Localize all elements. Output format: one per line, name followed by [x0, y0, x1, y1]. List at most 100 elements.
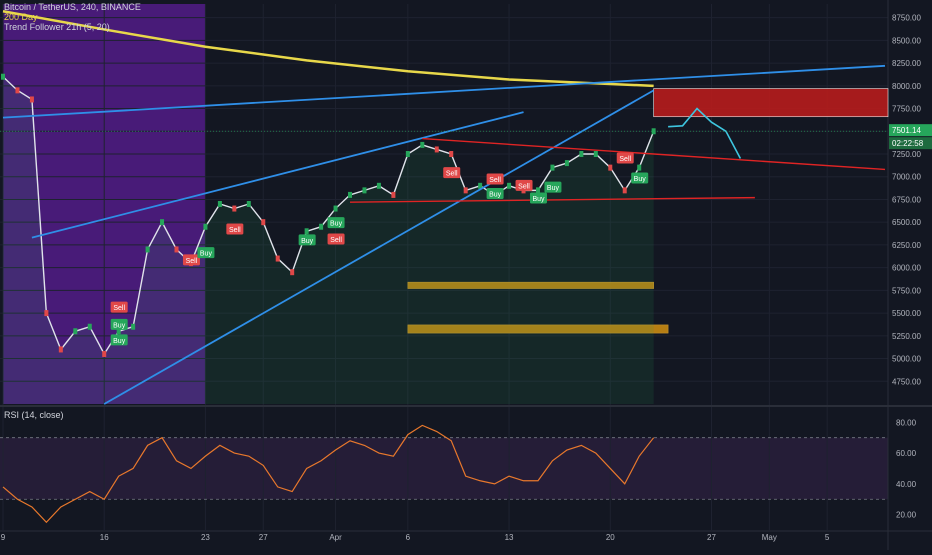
signal-label: Buy: [301, 238, 314, 245]
buy-signal-marker: [544, 181, 562, 193]
price-point: [174, 246, 179, 253]
buy-signal-marker: [486, 188, 504, 199]
sell-signal-marker: [486, 173, 504, 185]
price-point: [131, 323, 136, 330]
symbol-title: Bitcoin / TetherUS, 240, BINANCE: [4, 2, 141, 12]
buy-signal-marker: [529, 192, 547, 204]
time-tick-label: 20: [606, 533, 615, 542]
price-tick-label: 7250.00: [892, 150, 921, 159]
signal-label: Buy: [489, 192, 502, 199]
signal-label: Sell: [186, 258, 198, 265]
price-point: [348, 191, 353, 198]
price-tick-label: 6250.00: [892, 241, 921, 250]
price-point: [217, 201, 222, 207]
blue-trendline: [103, 89, 655, 405]
rsi-tick-label: 40.00: [896, 480, 917, 489]
price-point: [463, 187, 468, 194]
price-tick-label: 5500.00: [892, 309, 921, 318]
price-point: [507, 182, 512, 189]
buy-signal-marker: [110, 334, 128, 346]
chart-legend: Bitcoin / TetherUS, 240, BINANCE 200 Day…: [4, 2, 141, 32]
rsi-line: [2, 424, 655, 524]
signal-label: Sell: [619, 156, 631, 163]
support-zone: [407, 281, 654, 289]
price-tick-label: 6750.00: [892, 195, 921, 204]
price-point: [434, 146, 439, 153]
price-tick-label: 5000.00: [892, 355, 921, 364]
signal-label: Buy: [634, 176, 647, 183]
signal-label: Buy: [113, 322, 126, 329]
price-point: [304, 228, 309, 235]
ma-legend-label: 200 Day: [4, 12, 38, 22]
price-tick-label: 8250.00: [892, 59, 921, 68]
price-point: [232, 205, 237, 212]
signal-label: Sell: [518, 183, 530, 190]
price-point: [535, 187, 540, 194]
price-point: [319, 223, 324, 230]
buy-signal-marker: [327, 217, 345, 229]
price-point: [550, 164, 555, 171]
price-tick-label: 8750.00: [892, 14, 921, 23]
sell-signal-marker: [226, 223, 244, 235]
sell-signal-marker: [515, 179, 533, 191]
price-point: [102, 351, 107, 357]
price-point: [405, 151, 410, 157]
price-point: [637, 164, 642, 171]
sell-signal-marker: [327, 233, 345, 245]
price-point: [29, 96, 34, 103]
signal-label: Buy: [200, 251, 213, 258]
blue-trendline: [2, 64, 886, 119]
price-point: [73, 328, 78, 335]
price-tick-label: 8000.00: [892, 82, 921, 91]
price-point: [58, 346, 63, 353]
price-tick-label: 8500.00: [892, 36, 921, 45]
trend-follower-legend-label: Trend Follower 21h (5, 20): [4, 22, 110, 32]
price-point: [651, 128, 656, 135]
price-tick-label: 5250.00: [892, 332, 921, 341]
last-price-value: 7501.14: [892, 126, 921, 135]
signal-label: Sell: [489, 177, 501, 184]
red-trendline: [422, 137, 886, 171]
time-tick-label: 27: [259, 533, 268, 542]
time-tick-label: 9: [1, 533, 6, 542]
price-tick-label: 5750.00: [892, 286, 921, 295]
buy-signal-marker: [197, 247, 215, 259]
price-tick-label: 7750.00: [892, 105, 921, 114]
price-point: [275, 255, 280, 262]
price-point: [579, 151, 584, 157]
signal-label: Buy: [330, 221, 343, 228]
sell-signal-marker: [443, 167, 461, 179]
price-point: [391, 191, 396, 198]
price-point: [1, 73, 5, 80]
buy-signal-marker: [631, 172, 649, 184]
resistance-zone: [653, 88, 889, 118]
price-point: [44, 310, 49, 317]
time-tick-label: 13: [505, 533, 514, 542]
rsi-band: [0, 437, 888, 500]
blue-trendline: [31, 111, 524, 239]
rsi-tick-label: 80.00: [896, 418, 917, 427]
price-point: [261, 219, 266, 226]
price-point: [87, 323, 92, 330]
price-tick-label: 7000.00: [892, 173, 921, 182]
price-point: [564, 160, 569, 167]
signal-label: Buy: [113, 338, 126, 345]
countdown-value: 02:22:58: [892, 139, 924, 148]
price-point: [608, 164, 613, 171]
last-price-badge: [889, 124, 932, 137]
time-tick-label: Apr: [329, 533, 342, 542]
price-tick-label: 6500.00: [892, 218, 921, 227]
price-point: [333, 205, 338, 212]
price-point: [290, 269, 295, 276]
price-point: [15, 87, 20, 94]
price-point: [420, 141, 425, 148]
price-point: [449, 151, 454, 157]
signal-label: Buy: [532, 196, 545, 203]
sell-signal-marker: [182, 254, 200, 266]
price-point: [362, 187, 367, 194]
time-tick-label: 6: [406, 533, 411, 542]
rsi-tick-label: 20.00: [896, 511, 917, 520]
time-tick-label: May: [762, 533, 777, 542]
